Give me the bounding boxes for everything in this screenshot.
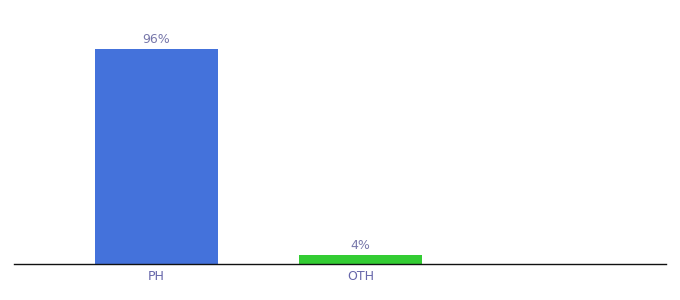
Text: 96%: 96%: [143, 33, 170, 46]
Bar: [95, 49, 218, 264]
Text: 4%: 4%: [350, 239, 371, 252]
Bar: [299, 255, 422, 264]
